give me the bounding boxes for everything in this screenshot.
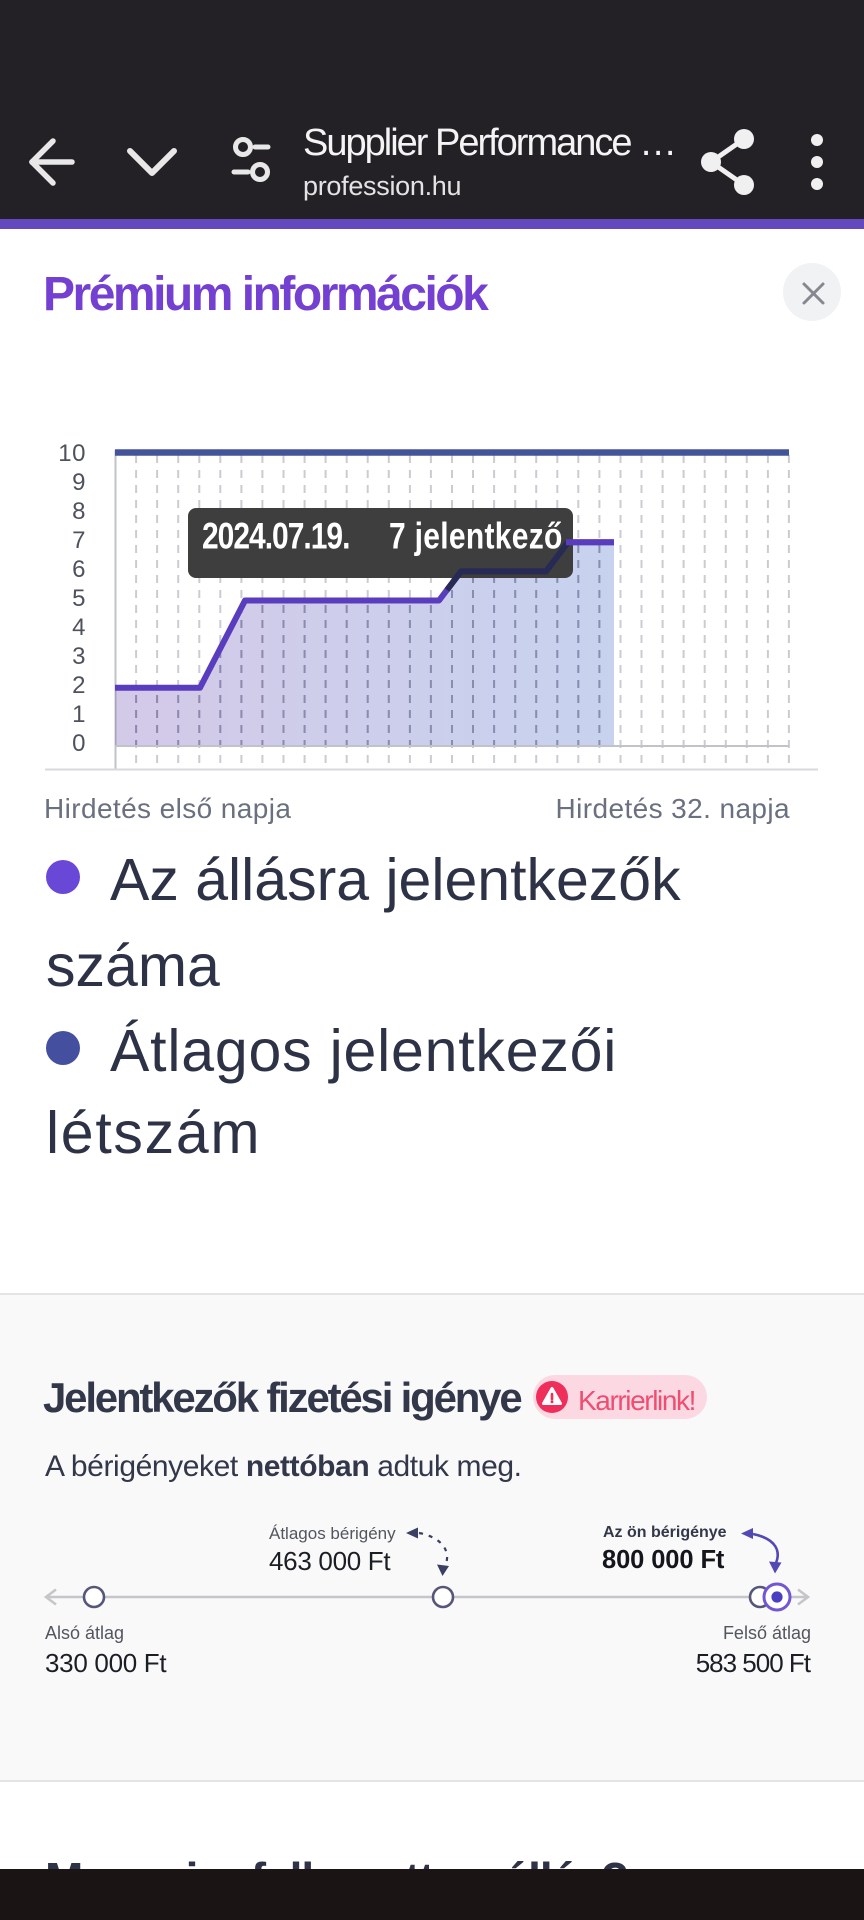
svg-text:2: 2: [72, 672, 86, 699]
svg-text:7 jelentkező: 7 jelentkező: [389, 517, 563, 557]
svg-text:3: 3: [72, 643, 86, 670]
svg-text:8: 8: [72, 498, 86, 525]
svg-text:4: 4: [72, 614, 86, 641]
svg-text:6: 6: [72, 556, 86, 583]
svg-text:9: 9: [72, 469, 86, 496]
svg-text:10: 10: [58, 440, 86, 467]
svg-text:2024.07.19.: 2024.07.19.: [202, 517, 349, 557]
svg-text:0: 0: [72, 730, 86, 757]
svg-text:7: 7: [72, 527, 86, 554]
svg-text:1: 1: [72, 701, 86, 728]
svg-text:5: 5: [72, 585, 86, 612]
